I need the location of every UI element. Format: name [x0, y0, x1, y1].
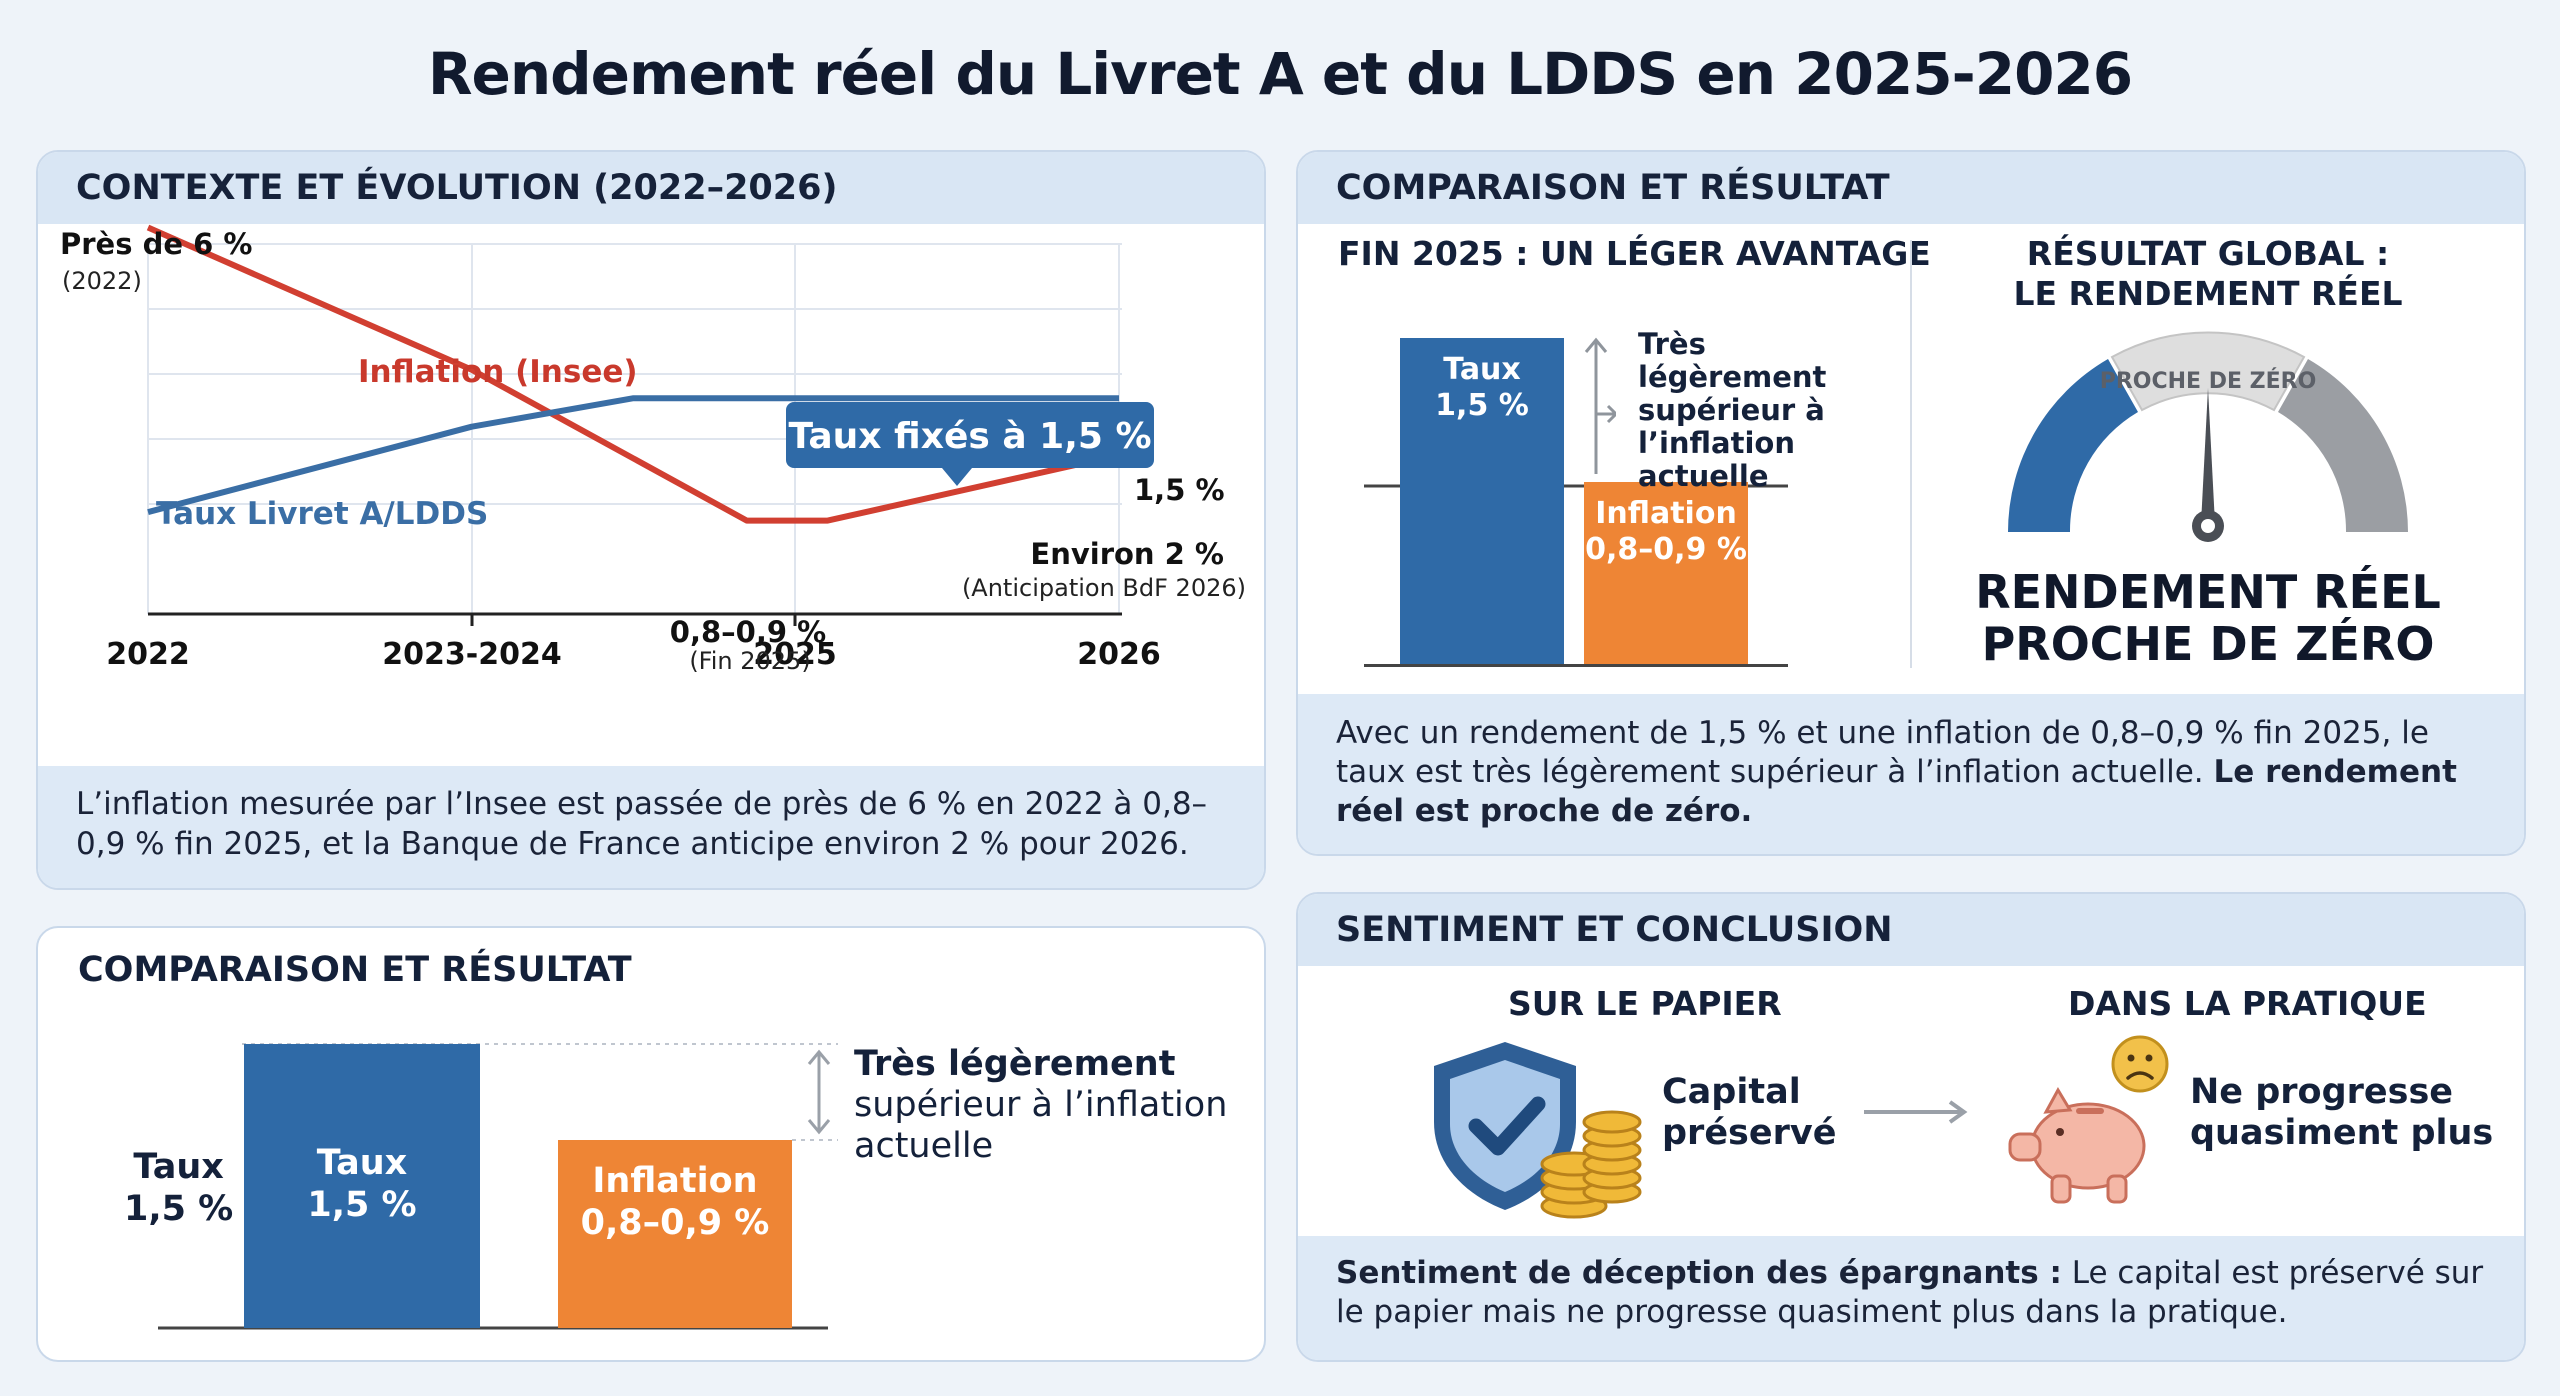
- comparison-note-strong: Très légèrement: [854, 1044, 1176, 1084]
- x-tick-label: 2025: [753, 637, 837, 672]
- panel-header: CONTEXTE ET ÉVOLUTION (2022–2026): [38, 152, 1264, 224]
- line-chart: 2022 2023-2024 2025 2026 Près de 6 % (20…: [60, 224, 1246, 675]
- x-tick-label: 2023-2024: [382, 637, 561, 672]
- comparison-footer-plain: Avec un rendement de 1,5 % et une inflat…: [1336, 715, 2429, 790]
- inflation-series-line: [146, 224, 1120, 524]
- piggy-bank-icon: [2008, 1086, 2146, 1204]
- double-arrow-icon: [807, 1049, 831, 1135]
- start-value-label: Près de 6 %: [60, 227, 252, 261]
- end-value-sublabel: (Anticipation BdF 2026): [962, 574, 1246, 602]
- shield-check-icon: [1434, 1042, 1576, 1210]
- rate-side-label: Taux 1,5 %: [124, 1147, 234, 1229]
- sentiment-footer-plain: Le capital est préservé sur le papier ma…: [1336, 1255, 2484, 1330]
- start-value-sublabel: (2022): [62, 267, 142, 295]
- column-divider: [1910, 240, 1912, 668]
- practice-text: Ne progresse quasiment plus: [2190, 1072, 2494, 1153]
- arrow-right-icon: [1864, 1100, 1968, 1124]
- inflation-series-label: Inflation (Insee): [358, 354, 638, 390]
- sentiment-footer: Sentiment de déception des épargnants : …: [1298, 1236, 2524, 1360]
- mini-baseline: [1364, 664, 1788, 667]
- rate-callout: Taux fixés à 1,5 %: [786, 402, 1154, 486]
- rate-bar-label: Taux 1,5 %: [307, 1143, 417, 1225]
- low-value-sublabel: (Fin 2025): [689, 647, 810, 675]
- x-ticks: [470, 614, 797, 626]
- rate-series-label: Taux Livret A/LDDS: [156, 496, 488, 532]
- low-value-label: 0,8–0,9 %: [670, 615, 826, 649]
- panel-header-title: COMPARAISON ET RÉSULTAT: [1336, 168, 1890, 208]
- sentiment-footer-text: Sentiment de déception des épargnants : …: [1336, 1254, 2494, 1332]
- left-subtitle: FIN 2025 : UN LÉGER AVANTAGE: [1338, 234, 1931, 273]
- inflation-bar-label: Inflation 0,8–0,9 %: [580, 1161, 770, 1243]
- rate-end-label: 1,5 %: [1134, 473, 1225, 507]
- right-subtitle: RÉSULTAT GLOBAL : LE RENDEMENT RÉEL: [2013, 234, 2403, 313]
- practice-title: DANS LA PRATIQUE: [2068, 984, 2427, 1023]
- panel-header-title: CONTEXTE ET ÉVOLUTION (2022–2026): [76, 168, 838, 208]
- rate-callout-text: Taux fixés à 1,5 %: [788, 416, 1151, 457]
- panel-header: SENTIMENT ET CONCLUSION: [1298, 894, 2524, 966]
- comparison-top-panel: COMPARAISON ET RÉSULTAT FIN 2025 : UN LÉ…: [1296, 150, 2526, 856]
- panel-header-title: COMPARAISON ET RÉSULTAT: [78, 950, 632, 990]
- mini-rate-bar-label: Taux 1,5 %: [1435, 352, 1529, 423]
- result-statement: RENDEMENT RÉEL PROCHE DE ZÉRO: [1975, 565, 2441, 671]
- comparison-footer-strong: Le rendement réel est proche de zéro.: [1336, 754, 2457, 829]
- gauge-icon: PROCHE DE ZÉRO: [2008, 331, 2408, 542]
- comparison-footer: Avec un rendement de 1,5 % et une inflat…: [1298, 694, 2524, 854]
- sentiment-footer-strong: Sentiment de déception des épargnants :: [1336, 1255, 2062, 1291]
- context-footer-text: L’inflation mesurée par l’Insee est pass…: [76, 786, 1208, 862]
- mini-inflation-bar: Inflation 0,8–0,9 %: [1584, 482, 1748, 664]
- comparison-bottom-panel: COMPARAISON ET RÉSULTAT Taux 1,5 % Taux …: [36, 926, 1266, 1362]
- chart-grid: [147, 243, 1122, 614]
- comparison-footer-text: Avec un rendement de 1,5 % et une inflat…: [1336, 714, 2494, 831]
- up-arrow-icon: [1584, 337, 1616, 474]
- inflation-bar: Inflation 0,8–0,9 %: [558, 1140, 792, 1328]
- x-tick-label: 2022: [106, 637, 190, 672]
- end-value-label: Environ 2 %: [1030, 537, 1224, 571]
- sentiment-panel: SENTIMENT ET CONCLUSION SUR LE PAPIER DA…: [1296, 892, 2526, 1362]
- panel-header: COMPARAISON ET RÉSULTAT: [1298, 152, 2524, 224]
- mini-note: Très légèrement supérieur à l’inflation …: [1638, 327, 1827, 493]
- comparison-note-rest: supérieur à l’inflation actuelle: [854, 1085, 1228, 1166]
- coins-icon: [1540, 1110, 1642, 1219]
- page-title: Rendement réel du Livret A et du LDDS en…: [427, 40, 2133, 108]
- panel-header-title: SENTIMENT ET CONCLUSION: [1336, 910, 1893, 950]
- rate-series-line: [147, 395, 1119, 516]
- mini-inflation-bar-label: Inflation 0,8–0,9 %: [1585, 496, 1747, 567]
- x-tick-label: 2026: [1077, 637, 1161, 672]
- paper-text: Capital préservé: [1662, 1072, 1837, 1153]
- mini-rate-bar: Taux 1,5 %: [1400, 338, 1564, 664]
- context-panel: CONTEXTE ET ÉVOLUTION (2022–2026) 2022 2…: [36, 150, 1266, 890]
- paper-title: SUR LE PAPIER: [1508, 984, 1782, 1023]
- sad-face-icon: [2111, 1035, 2169, 1093]
- context-footer: L’inflation mesurée par l’Insee est pass…: [38, 766, 1264, 888]
- comparison-note: Très légèrement supérieur à l’inflation …: [854, 1044, 1254, 1167]
- rate-bar: Taux 1,5 %: [244, 1044, 480, 1328]
